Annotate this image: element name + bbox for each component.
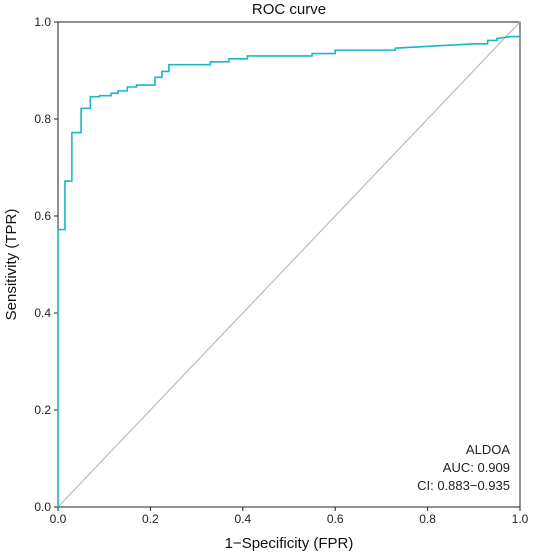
x-tick-label: 0.0 bbox=[50, 512, 67, 526]
x-tick-label: 0.8 bbox=[419, 512, 436, 526]
y-tick-label: 0.8 bbox=[34, 112, 51, 126]
y-tick-label: 0.6 bbox=[34, 209, 51, 223]
auc-annotation: AUC: 0.909 bbox=[443, 460, 510, 475]
x-tick-label: 0.4 bbox=[234, 512, 251, 526]
roc-curve-line bbox=[57, 35, 520, 507]
chart-title: ROC curve bbox=[252, 1, 326, 18]
y-tick-label: 0.4 bbox=[34, 306, 51, 320]
axis-ticks: 0.0 0.2 0.4 0.6 0.8 1.0 0.0 0.2 0.4 0.6 0.8 1.0 bbox=[34, 15, 528, 526]
x-tick-label: 0.6 bbox=[327, 512, 344, 526]
y-tick-label: 0.0 bbox=[34, 500, 51, 514]
x-tick-label: 1.0 bbox=[512, 512, 529, 526]
y-tick-label: 1.0 bbox=[34, 15, 51, 29]
y-tick-label: 0.2 bbox=[34, 403, 51, 417]
y-axis-label: Sensitivity (TPR) bbox=[3, 209, 20, 321]
x-axis-label: 1−Specificity (FPR) bbox=[225, 535, 354, 552]
legend-series-name: ALDOA bbox=[466, 442, 510, 457]
ci-annotation: CI: 0.883−0.935 bbox=[417, 478, 510, 493]
diagonal-reference-line bbox=[57, 21, 521, 508]
x-tick-label: 0.2 bbox=[142, 512, 159, 526]
